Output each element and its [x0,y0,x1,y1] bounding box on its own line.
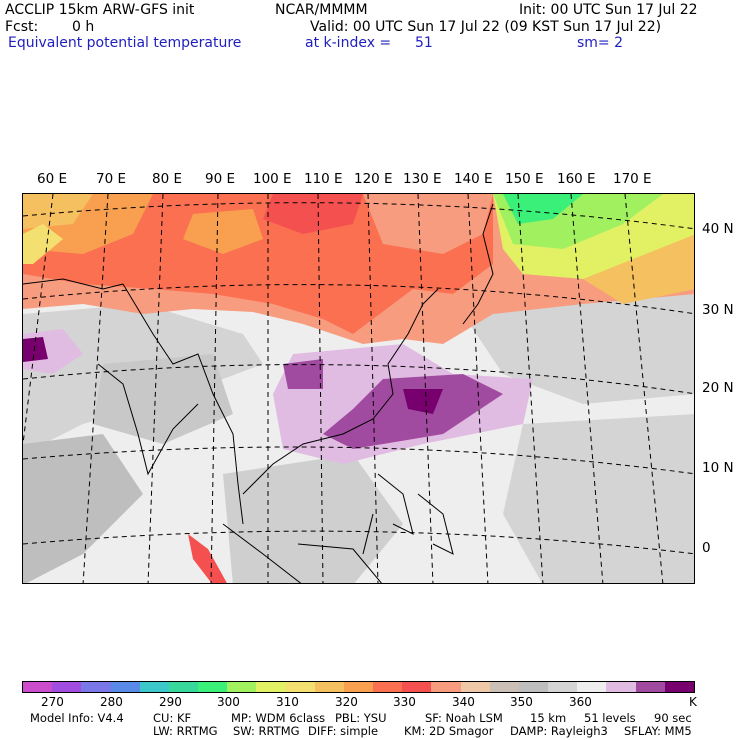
colorbar-tick: 300 [217,695,240,709]
model-version: Model Info: V4.4 [30,711,124,725]
colorbar-tick: 270 [41,695,64,709]
lat-label: 40 N [702,221,734,237]
org-label: NCAR/MMMM [275,2,368,18]
graticule [23,194,694,583]
lon-label: 80 E [152,171,182,187]
colorbar-swatch [81,682,111,692]
colorbar-swatch [431,682,461,692]
coastlines [23,203,494,583]
lon-label: 100 E [253,171,292,187]
cumulus-scheme: CU: KF [153,711,192,725]
forecast-hour: 0 h [72,19,95,35]
colorbar-swatch [168,682,199,692]
smoothing-label: sm= 2 [577,35,624,51]
model-title: ACCLIP 15km ARW-GFS init [5,2,195,18]
colorbar-swatch [373,682,403,692]
colorbar-swatch [489,682,519,692]
lon-label: 120 E [354,171,393,187]
lat-label: 0 [702,540,711,556]
colorbar-swatch [256,682,286,692]
lat-label: 20 N [702,380,734,396]
lon-label: 140 E [454,171,493,187]
moist-370b [283,359,323,389]
colorbar-swatch [518,682,549,692]
np-290 [503,194,583,224]
band-315 [23,194,93,229]
colorbar-swatch [198,682,228,692]
sumatra-warm [188,534,227,583]
grid-spacing: 15 km [530,711,567,725]
colorbar-tick: 330 [393,695,416,709]
moist-375b [23,337,48,362]
colorbar-tick: 360 [569,695,592,709]
level-value: 51 [415,35,433,51]
damping-scheme: DAMP: Rayleigh3 [510,724,608,738]
theta-e-map [22,193,695,584]
surface-scheme: SF: Noah LSM [425,711,503,725]
colorbar-swatch [314,682,344,692]
band-320b [183,209,263,254]
init-time: Init: 00 UTC Sun 17 Jul 22 [519,2,698,18]
lon-label: 170 E [613,171,652,187]
colorbar-unit: K [689,695,697,709]
colorbar-tick: 290 [159,695,182,709]
grey-patch [503,414,694,583]
colorbar-swatch [343,682,374,692]
lon-label: 150 E [505,171,544,187]
km-scheme: KM: 2D Smagor [404,724,494,738]
colorbar-swatch [635,682,665,692]
colorbar-tick: 350 [510,695,533,709]
diffusion-scheme: DIFF: simple [308,724,379,738]
colorbar-swatch [227,682,257,692]
valid-time: Valid: 00 UTC Sun 17 Jul 22 (09 KST Sun … [310,19,662,35]
np-320 [583,234,694,304]
colorbar-tick: 320 [335,695,358,709]
forecast-label: Fcst: [5,19,39,35]
colorbar-tick: 310 [276,695,299,709]
colorbar-swatch [548,682,578,692]
band-335 [263,194,363,234]
colorbar-swatch [139,682,169,692]
band-340b [363,194,493,254]
lat-label: 10 N [702,460,734,476]
colorbar-swatch [664,682,694,692]
moist-370 [323,374,503,449]
colorbar [22,681,695,693]
colorbar-tick: 280 [100,695,123,709]
lon-label: 160 E [557,171,596,187]
microphysics-scheme: MP: WDM 6class [231,711,326,725]
colorbar-swatch [402,682,432,692]
colorbar-swatch [110,682,140,692]
colorbar-tick: 340 [452,695,475,709]
grey-patch [93,354,233,444]
field-name: Equivalent potential temperature [8,35,242,51]
map-canvas [23,194,694,583]
colorbar-swatch [577,682,607,692]
level-label: at k-index = [305,35,392,51]
lon-label: 110 E [304,171,343,187]
pbl-scheme: PBL: YSU [335,711,387,725]
vertical-levels: 51 levels [584,711,636,725]
band-330 [23,194,493,334]
lat-label: 30 N [702,302,734,318]
colorbar-swatch [285,682,315,692]
colorbar-swatch [52,682,82,692]
moist-375 [403,389,443,414]
lon-label: 60 E [37,171,67,187]
lon-label: 90 E [205,171,235,187]
longwave-scheme: LW: RRTMG [153,724,218,738]
lon-label: 70 E [96,171,126,187]
surface-layer-scheme: SFLAY: MM5 [624,724,692,738]
colorbar-swatch [606,682,636,692]
colorbar-swatch [23,682,53,692]
lon-label: 130 E [403,171,442,187]
grey-patch [23,434,143,583]
shortwave-scheme: SW: RRTMG [233,724,300,738]
colorbar-swatch [460,682,490,692]
band-310 [23,224,63,264]
time-step: 90 sec [654,711,692,725]
